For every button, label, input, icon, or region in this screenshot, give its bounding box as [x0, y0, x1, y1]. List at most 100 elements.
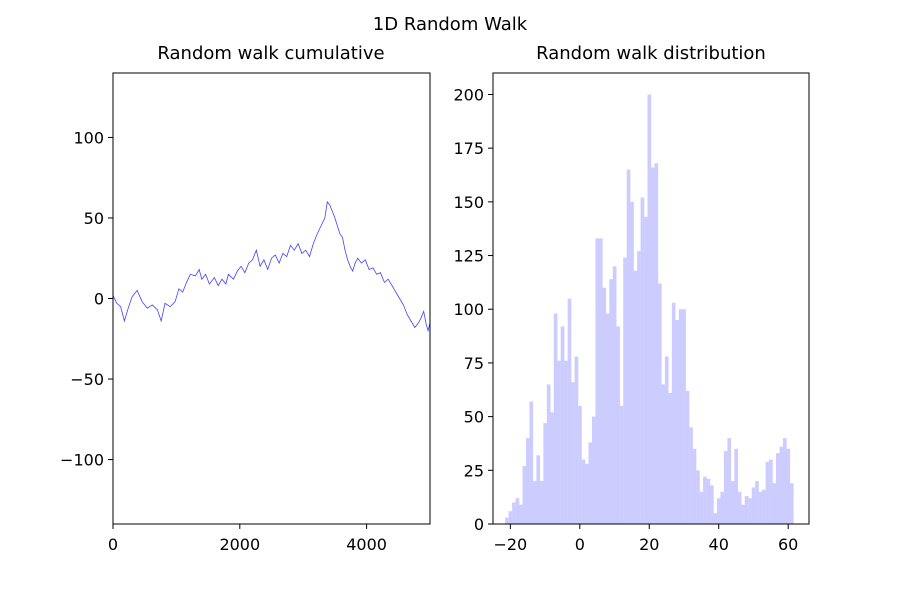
figure-suptitle: 1D Random Walk: [373, 14, 528, 35]
histogram-bar: [710, 485, 714, 524]
left-xtick-label: 4000: [346, 535, 387, 554]
left-subplot: Random walk cumulative −100 −50 0 50 100 0 20…: [60, 43, 431, 554]
left-xtick-label: 2000: [219, 535, 260, 554]
right-axes-frame: [492, 72, 810, 525]
right-xtick-label: −20: [493, 535, 527, 554]
right-ytick-label: 0: [474, 515, 484, 534]
histogram-bar: [737, 491, 742, 524]
histogram-bar: [585, 463, 589, 524]
histogram-bar: [675, 319, 679, 524]
histogram-bar: [581, 459, 586, 524]
right-ytick-label: 150: [453, 193, 484, 212]
right-y-axis: 0 25 50 75 100 125 150 175 200: [453, 85, 493, 534]
histogram-bar: [772, 483, 777, 524]
right-ytick-label: 175: [453, 139, 484, 158]
histogram-bar: [546, 384, 551, 524]
histogram-bar: [508, 511, 513, 524]
histogram-bar: [557, 360, 561, 524]
histogram-bar: [571, 382, 575, 524]
histogram-bar: [543, 423, 548, 524]
left-ytick-label: 100: [73, 128, 104, 147]
histogram-bar: [678, 309, 683, 524]
histogram-bar: [748, 498, 752, 524]
histogram-bar: [532, 481, 537, 524]
histogram-bar: [751, 487, 756, 524]
left-ytick-label: −50: [70, 370, 104, 389]
histogram-bar: [515, 498, 520, 524]
histogram-bar: [657, 283, 662, 524]
histogram-bar: [727, 438, 732, 524]
right-xtick-label: 60: [778, 535, 798, 554]
histogram-bar: [619, 405, 624, 524]
left-chart-title: Random walk cumulative: [157, 43, 384, 64]
histogram-bar: [789, 483, 794, 524]
histogram-bar: [689, 427, 693, 524]
left-ytick-label: 50: [84, 209, 104, 228]
histogram-bar: [654, 163, 659, 524]
histogram-bar: [539, 481, 544, 524]
left-ytick-label: −100: [60, 451, 104, 470]
right-xtick-label: 0: [575, 535, 585, 554]
histogram-bar: [578, 405, 582, 524]
histogram-bar: [553, 313, 558, 524]
histogram-bar: [640, 197, 645, 524]
histogram-bar: [703, 476, 707, 524]
right-ytick-label: 100: [453, 300, 484, 319]
histogram-bar: [769, 459, 773, 524]
left-plot-area: [112, 200, 431, 333]
histogram-bar: [741, 504, 745, 524]
histogram-bar: [664, 356, 669, 524]
histogram-bar: [560, 326, 565, 524]
right-ytick-label: 200: [453, 85, 484, 104]
histogram-bar: [525, 438, 530, 524]
histogram-bar: [644, 216, 648, 524]
histogram-bar: [779, 446, 784, 524]
right-ytick-label: 50: [464, 408, 484, 427]
histogram-bar: [734, 448, 739, 524]
left-xtick-label: 0: [108, 535, 118, 554]
left-x-axis: 0 2000 4000: [108, 524, 387, 554]
right-ytick-label: 75: [464, 354, 484, 373]
left-axes-frame: [112, 72, 431, 525]
histogram-bar: [637, 251, 641, 524]
histogram-bar: [564, 360, 568, 524]
histogram-bar: [651, 167, 655, 524]
histogram-bar: [505, 517, 509, 524]
histogram-bar: [720, 491, 725, 524]
histogram-bar: [647, 94, 652, 524]
right-plot-area: [505, 94, 794, 525]
histogram-bar: [623, 257, 627, 524]
histogram-bar: [595, 238, 600, 524]
right-x-axis: −20 0 20 40 60: [493, 524, 798, 554]
histogram-bar: [716, 498, 721, 524]
right-xtick-label: 40: [709, 535, 729, 554]
histogram-bar: [762, 489, 766, 524]
histogram-bar: [692, 448, 697, 524]
histogram-bar: [699, 491, 704, 524]
histogram-bar: [661, 384, 666, 524]
right-xtick-label: 20: [639, 535, 659, 554]
histogram-bar: [765, 461, 770, 524]
histogram-bar: [536, 455, 541, 524]
left-y-axis: −100 −50 0 50 100: [60, 128, 113, 470]
histogram-bar: [630, 201, 634, 525]
histogram-bar: [550, 412, 554, 524]
random-walk-line: [112, 200, 431, 333]
histogram-bar: [744, 496, 749, 524]
histogram-bar: [616, 326, 620, 524]
histogram-bar: [602, 287, 607, 524]
histogram-bar: [605, 313, 610, 524]
histogram-bar: [567, 298, 572, 524]
histogram-bar: [529, 401, 534, 524]
left-ytick-label: 0: [94, 290, 104, 309]
histogram-bar: [682, 309, 686, 524]
histogram-bar: [626, 169, 631, 524]
histogram-bar: [713, 513, 718, 524]
histogram-bar: [696, 470, 700, 524]
histogram-bar: [588, 442, 593, 524]
histogram-bar: [612, 266, 617, 524]
histogram-bar: [685, 390, 690, 524]
histogram-bar: [519, 504, 523, 524]
right-ytick-label: 125: [453, 247, 484, 266]
